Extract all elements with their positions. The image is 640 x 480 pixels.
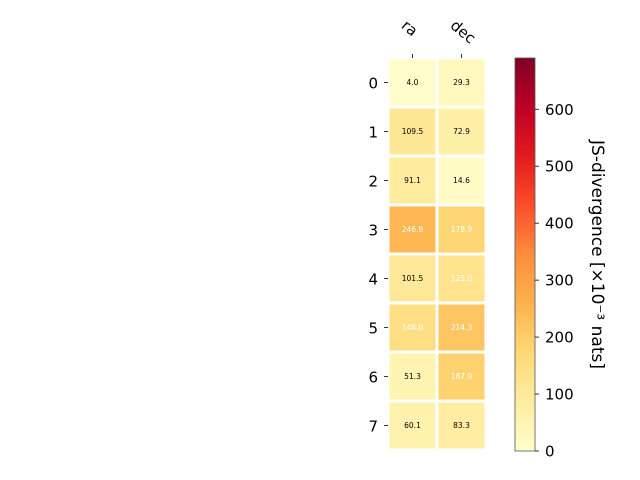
cell-value-label: 125.0 [451, 274, 473, 283]
x-tick-label: dec [447, 16, 479, 47]
heatmap-cell [438, 255, 485, 302]
y-tick-label: 0 [368, 75, 378, 93]
cell-value-label: 214.3 [451, 323, 473, 332]
colorbar-tick-label: 300 [545, 272, 574, 290]
heatmap-cell [438, 304, 485, 351]
cell-value-label: 91.1 [404, 176, 421, 185]
heatmap-cell [389, 206, 436, 253]
heatmap-cell [438, 353, 485, 400]
heatmap-cell [389, 108, 436, 155]
y-tick-label: 2 [368, 173, 378, 191]
heatmap-cell [438, 108, 485, 155]
colorbar-tick-label: 200 [545, 329, 574, 347]
cell-value-label: 60.1 [404, 421, 421, 430]
cell-value-label: 101.5 [402, 274, 424, 283]
heatmap-cell [389, 255, 436, 302]
cell-value-label: 246.8 [402, 225, 424, 234]
cell-value-label: 109.5 [402, 127, 424, 136]
heatmap-grid: ra dec 0 1 2 3 4 5 6 7 4.0 29.3 109.5 72.9 91.1 14.6 246… [368, 16, 486, 450]
colorbar-tick-label: 600 [545, 101, 574, 119]
colorbar-gradient [514, 57, 536, 452]
heatmap-cell [438, 206, 485, 253]
heatmap-cell [438, 402, 485, 449]
colorbar-tick-label: 100 [545, 386, 574, 404]
heatmap-cell [389, 402, 436, 449]
colorbar-tick-label: 0 [545, 443, 555, 461]
cell-value-label: 72.9 [453, 127, 470, 136]
cell-value-label: 83.3 [453, 421, 470, 430]
heatmap-cell [389, 59, 436, 106]
cell-value-label: 187.9 [451, 372, 473, 381]
cell-value-label: 4.0 [407, 78, 419, 87]
heatmap-cell [438, 59, 485, 106]
cell-value-label: 29.3 [453, 78, 470, 87]
colorbar-label: JS-divergence [×10⁻³ nats] [587, 139, 607, 369]
heatmap-cell [389, 353, 436, 400]
heatmap-cell [438, 157, 485, 204]
cell-value-label: 14.6 [453, 176, 470, 185]
cell-value-label: 51.3 [404, 372, 421, 381]
colorbar-tick-label: 500 [545, 158, 574, 176]
heatmap-cell [389, 157, 436, 204]
colorbar: 0 100 200 300 400 500 600 JS-divergence [×10⁻³ … [514, 57, 607, 461]
y-tick-label: 7 [368, 418, 378, 436]
y-tick-label: 4 [368, 271, 378, 289]
heatmap-cell [389, 304, 436, 351]
y-tick-label: 3 [368, 222, 378, 240]
x-tick-label: ra [398, 16, 421, 40]
y-tick-label: 5 [368, 320, 378, 338]
cell-value-label: 178.9 [451, 225, 473, 234]
cell-value-label: 146.0 [402, 323, 424, 332]
y-tick-label: 1 [368, 124, 378, 142]
y-tick-label: 6 [368, 369, 378, 387]
colorbar-tick-label: 400 [545, 215, 574, 233]
